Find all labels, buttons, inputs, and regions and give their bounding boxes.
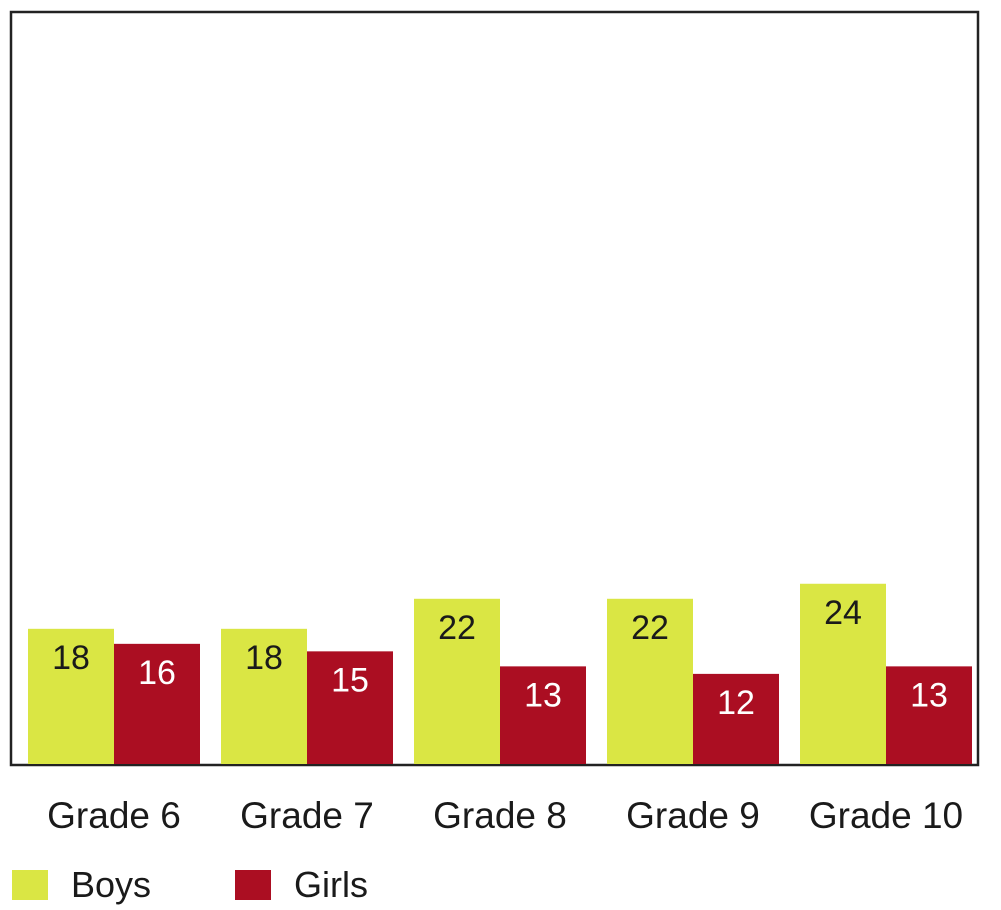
- bars-layer: [28, 583, 972, 764]
- x-tick-label-grade-7: Grade 7: [240, 795, 374, 836]
- data-label-boys-grade-7: 18: [245, 639, 283, 677]
- data-label-boys-grade-8: 22: [438, 609, 476, 647]
- data-label-girls-grade-9: 12: [717, 684, 755, 722]
- plot-frame: [9, 10, 980, 767]
- data-label-boys-grade-9: 22: [631, 609, 669, 647]
- data-label-boys-grade-10: 24: [824, 594, 862, 632]
- bar-boys-grade-8: [414, 598, 500, 764]
- legend-label-boys: Boys: [71, 864, 152, 905]
- legend-swatch-boys: [12, 870, 48, 900]
- legend-label-girls: Girls: [294, 864, 369, 905]
- bar-boys-grade-7: [221, 628, 307, 764]
- bar-girls-grade-7: [307, 651, 393, 764]
- x-tick-labels-layer: Grade 6 Grade 7 Grade 8 Grade 9 Grade 10: [47, 795, 963, 836]
- x-tick-label-grade-8: Grade 8: [433, 795, 567, 836]
- x-tick-label-grade-6: Grade 6: [47, 795, 181, 836]
- data-label-girls-grade-6: 16: [138, 654, 176, 692]
- data-label-girls-grade-7: 15: [331, 661, 369, 699]
- data-label-girls-grade-10: 13: [910, 676, 948, 714]
- x-tick-label-grade-9: Grade 9: [626, 795, 760, 836]
- bar-boys-grade-6: [28, 628, 114, 764]
- legend-item-girls: Girls: [235, 867, 368, 903]
- legend: Boys Girls: [12, 860, 452, 910]
- data-label-boys-grade-6: 18: [52, 639, 90, 677]
- bar-girls-grade-8: [500, 666, 586, 764]
- data-labels-layer: 18 16 18 15 22 13 22 12 24 13: [52, 594, 948, 722]
- bar-girls-grade-10: [886, 666, 972, 764]
- bar-boys-grade-10: [800, 583, 886, 764]
- data-label-girls-grade-8: 13: [524, 676, 562, 714]
- bar-girls-grade-6: [114, 643, 200, 764]
- bar-boys-grade-9: [607, 598, 693, 764]
- legend-swatch-girls: [235, 870, 272, 900]
- legend-item-boys: Boys: [12, 867, 151, 903]
- bar-girls-grade-9: [693, 673, 779, 764]
- x-tick-label-grade-10: Grade 10: [809, 795, 963, 836]
